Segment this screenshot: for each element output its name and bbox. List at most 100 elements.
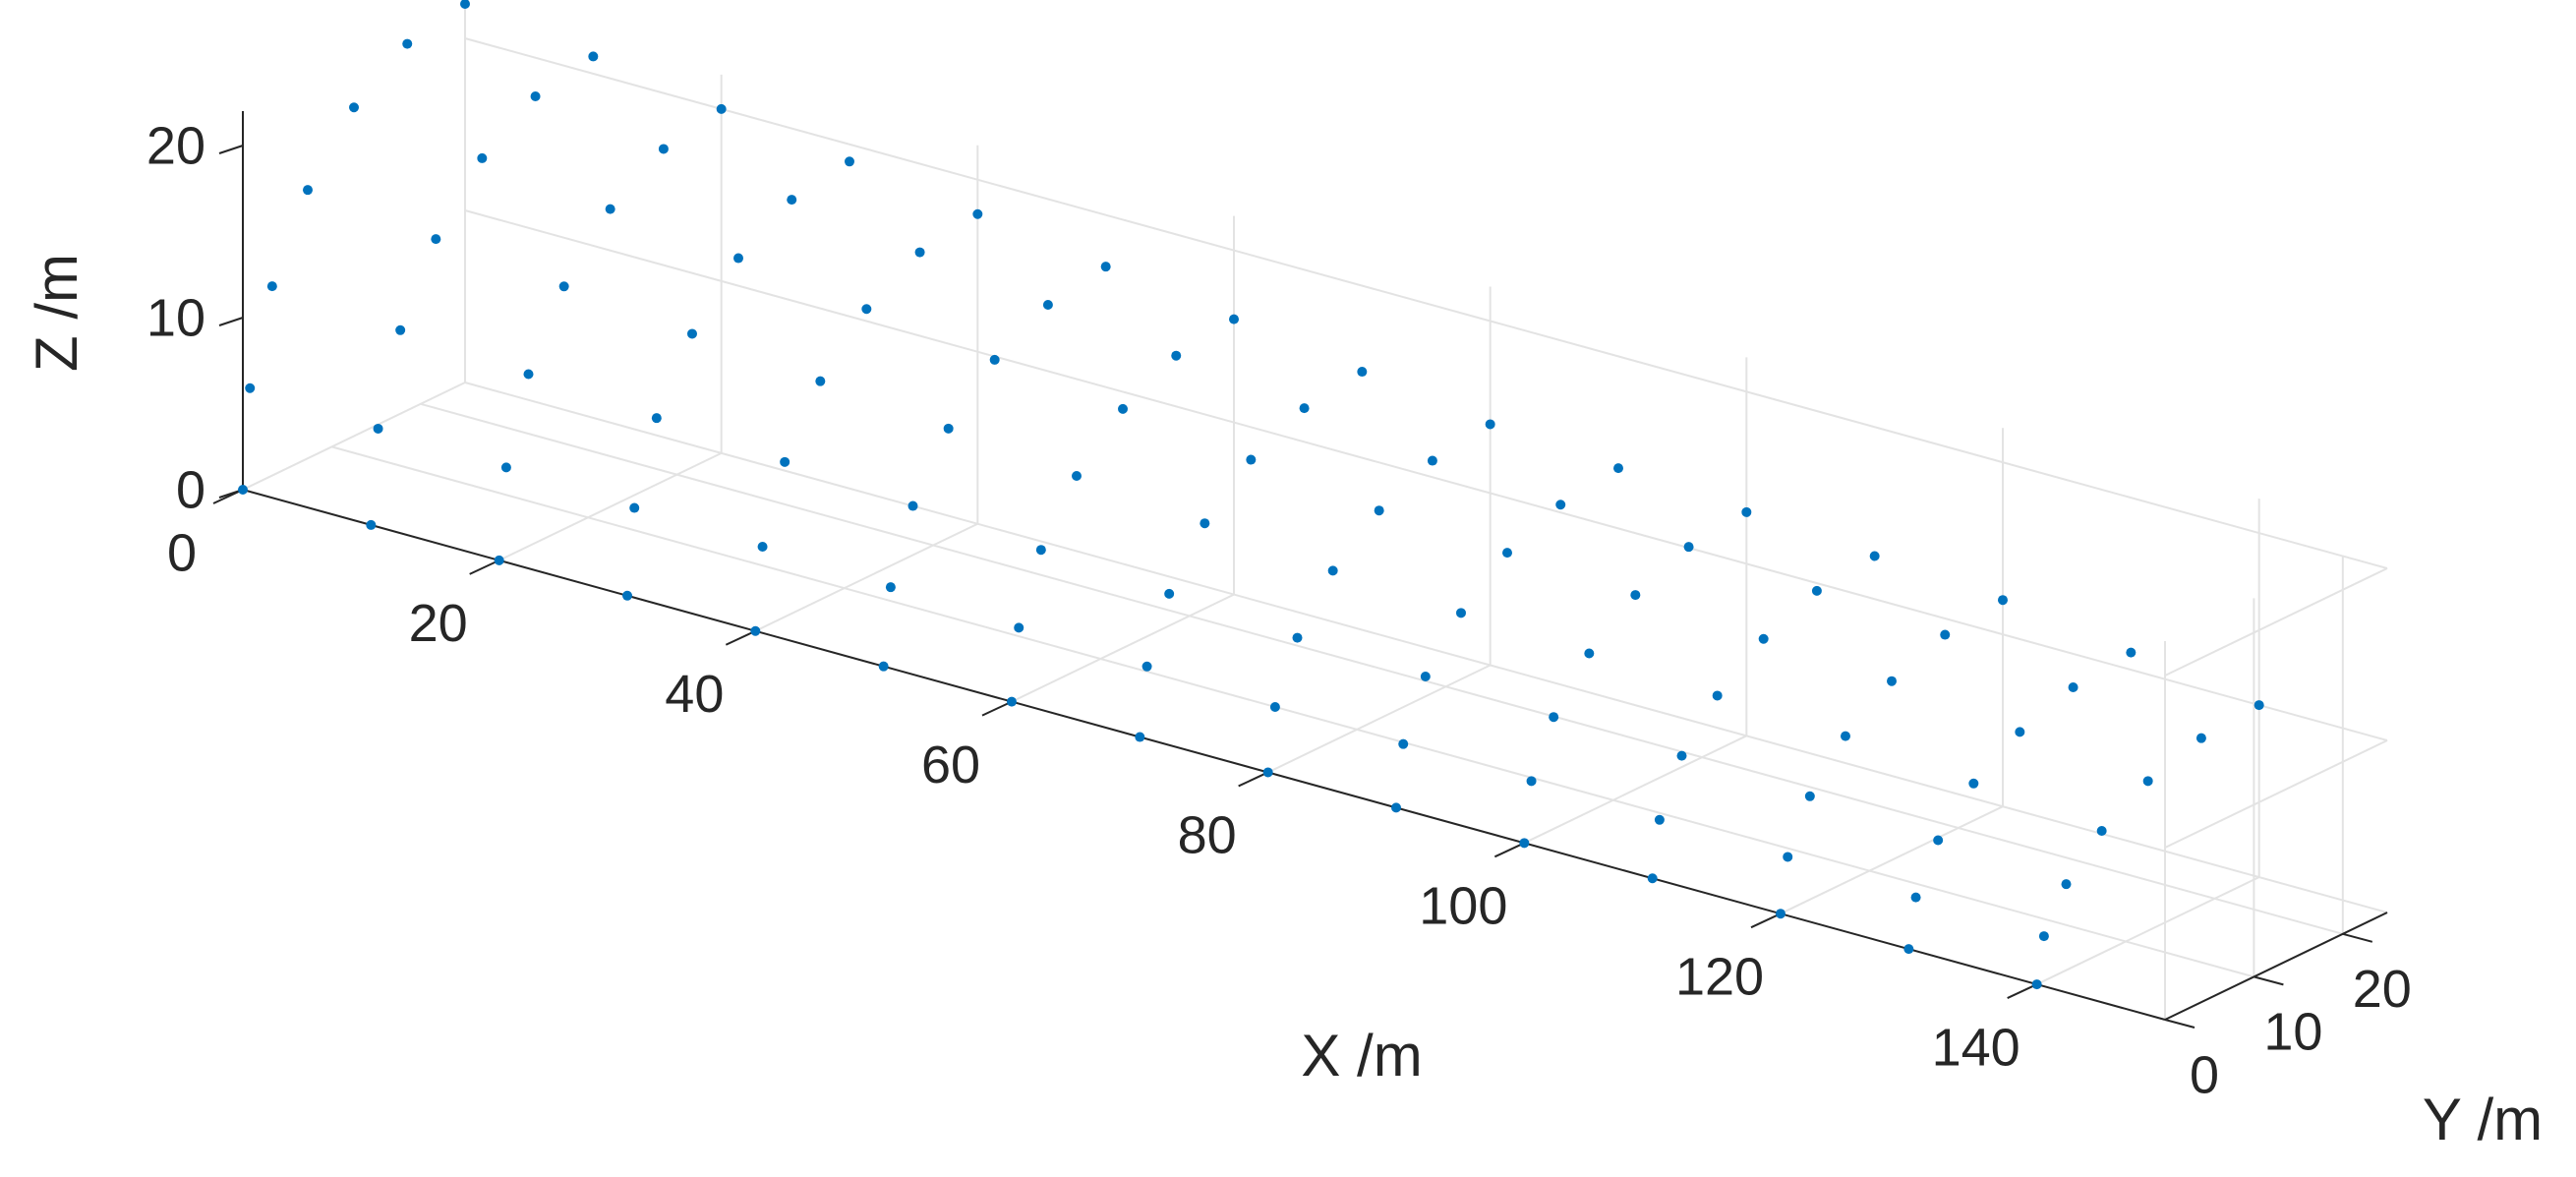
x-tick xyxy=(1493,842,1525,858)
data-point xyxy=(1584,648,1595,659)
data-point xyxy=(1269,701,1280,712)
x-tick-label: 120 xyxy=(1675,947,1764,1006)
data-point xyxy=(1035,545,1046,556)
data-point xyxy=(558,281,569,292)
z-tick-label: 10 xyxy=(146,288,205,347)
data-point xyxy=(1299,403,1310,414)
data-point xyxy=(1398,738,1409,749)
data-point xyxy=(2254,700,2264,711)
x-tick-label: 80 xyxy=(1178,806,1237,865)
data-point xyxy=(1998,595,2008,606)
data-point xyxy=(1229,314,1239,324)
x-axis-line xyxy=(242,489,2166,1021)
data-point xyxy=(2195,733,2206,743)
z-tick-label: 20 xyxy=(146,116,205,175)
data-point xyxy=(733,253,743,264)
x-tick xyxy=(1750,912,1782,929)
grid-line xyxy=(498,451,723,561)
y-axis-line xyxy=(2164,912,2388,1021)
data-point xyxy=(266,281,277,292)
data-point xyxy=(530,91,541,102)
data-point xyxy=(1014,622,1025,633)
grid-line xyxy=(1523,735,1747,845)
data-point xyxy=(302,185,313,196)
axes-layer: 0 20 40 60 80 100 120 140 0 10 20 0 10 20 xyxy=(146,111,2412,1104)
data-point xyxy=(787,195,797,206)
data-point xyxy=(1613,463,1623,474)
x-tick-label: 140 xyxy=(1932,1018,2020,1077)
grid-line xyxy=(1780,805,2004,915)
data-point xyxy=(1940,629,1951,640)
data-point xyxy=(1887,676,1897,686)
grid-line xyxy=(464,382,2388,913)
grid-line xyxy=(331,445,2254,978)
data-point xyxy=(1455,608,1466,618)
data-point xyxy=(1647,873,1658,884)
y-tick-label: 0 xyxy=(2190,1045,2219,1104)
data-point xyxy=(1042,300,1053,311)
x-tick-label: 0 xyxy=(167,523,197,582)
data-point xyxy=(1933,835,1944,846)
data-point xyxy=(1869,551,1880,561)
x-tick xyxy=(725,629,756,646)
y-tick-label: 20 xyxy=(2353,960,2412,1019)
data-point xyxy=(1246,454,1257,465)
y-tick xyxy=(2342,932,2373,943)
data-point xyxy=(1292,632,1303,643)
data-point xyxy=(1200,518,1210,529)
y-tick xyxy=(2164,1019,2195,1029)
data-point xyxy=(757,541,768,552)
data-point xyxy=(1100,262,1111,272)
data-point xyxy=(1840,731,1850,741)
data-point xyxy=(1007,696,1017,707)
grid-line xyxy=(420,402,2344,935)
data-point xyxy=(2031,979,2042,990)
data-point xyxy=(523,369,534,380)
data-point xyxy=(989,354,1000,365)
data-point xyxy=(658,144,669,154)
data-point xyxy=(1427,455,1437,466)
data-point xyxy=(1135,732,1145,742)
data-point xyxy=(629,502,640,513)
data-point xyxy=(2126,647,2137,658)
data-point xyxy=(1654,814,1665,825)
data-point xyxy=(2038,931,2049,942)
data-point xyxy=(588,51,599,62)
data-point xyxy=(494,555,504,565)
data-point xyxy=(1968,778,1979,789)
data-point xyxy=(605,204,615,214)
data-point xyxy=(1910,892,1921,903)
data-point xyxy=(914,247,925,258)
data-point xyxy=(1071,471,1082,482)
x-axis-label: X /m xyxy=(1301,1023,1422,1089)
x-tick xyxy=(981,700,1013,717)
data-point xyxy=(1118,403,1128,414)
data-point xyxy=(1555,500,1566,510)
x-tick-label: 100 xyxy=(1419,877,1507,936)
data-point xyxy=(1903,944,1914,955)
data-point xyxy=(972,208,983,219)
data-point xyxy=(402,38,413,49)
data-point xyxy=(651,413,662,424)
data-point xyxy=(1164,588,1175,599)
x-tick xyxy=(469,559,500,575)
data-point xyxy=(349,102,359,113)
data-point xyxy=(1357,367,1368,378)
data-point xyxy=(1485,419,1495,430)
data-point xyxy=(1171,350,1182,361)
z-axis-label: Z /m xyxy=(24,254,89,372)
data-point xyxy=(1420,672,1431,682)
data-point xyxy=(1519,838,1530,849)
data-point xyxy=(2096,825,2107,836)
z-tick xyxy=(218,317,244,326)
grid-line xyxy=(1011,593,1235,703)
z-tick xyxy=(218,145,244,154)
grid-line xyxy=(2164,567,2388,677)
data-point xyxy=(815,376,826,386)
data-point xyxy=(1783,852,1793,862)
data-point xyxy=(1391,802,1401,813)
grid-line xyxy=(2036,876,2260,985)
data-point xyxy=(1502,548,1512,559)
